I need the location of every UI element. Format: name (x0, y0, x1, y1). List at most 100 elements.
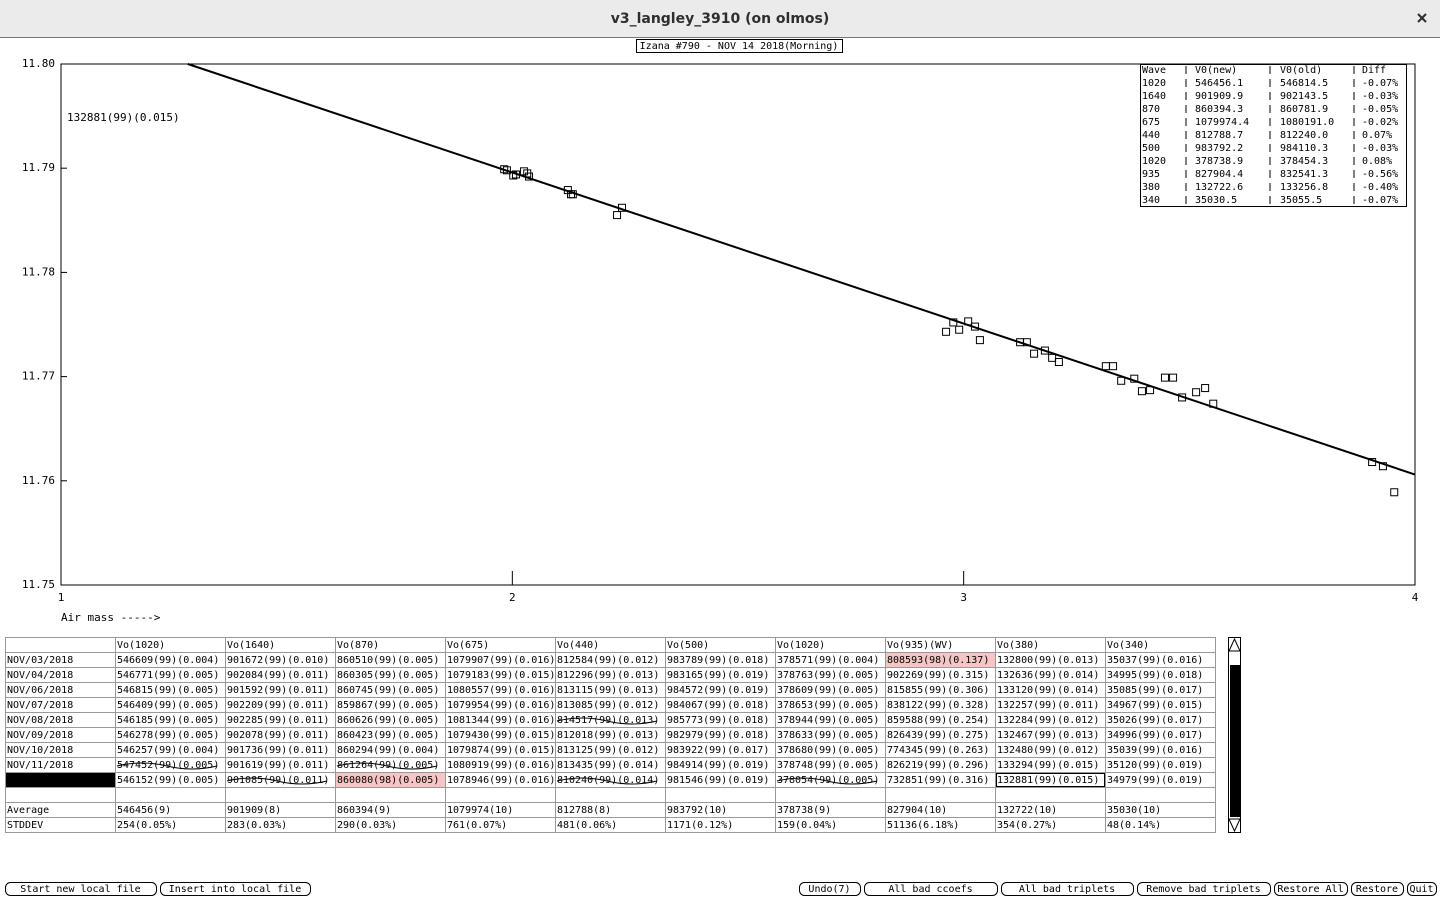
legend-cell: 1020 (1142, 78, 1166, 89)
button-label[interactable]: Quit (1409, 884, 1433, 895)
button[interactable] (1351, 882, 1404, 896)
table-cell-text: 860080(98)(0.005) (337, 775, 439, 786)
strike-mark (336, 762, 438, 770)
legend-cell: 812240.0 (1280, 130, 1328, 141)
legend-cell: 860781.9 (1280, 104, 1328, 115)
legend-cell: 902143.5 (1280, 91, 1328, 102)
y-tick-label: 11.78 (22, 265, 55, 278)
column-header: Vo(870) (337, 640, 379, 651)
table-cell-text: 810240(99)(0.014) (557, 775, 659, 786)
table-cell-text: 983165(99)(0.019) (667, 670, 769, 681)
button-label[interactable]: All bad triplets (1019, 884, 1115, 895)
stddev-cell: STDDEV (7, 820, 43, 831)
data-point (1146, 386, 1155, 395)
data-point (1390, 488, 1399, 497)
table-cell-text: 378571(99)(0.004) (777, 655, 879, 666)
strike-mark (556, 777, 658, 785)
button-label[interactable]: Undo(7) (808, 884, 850, 895)
table-cell (225, 787, 336, 803)
average-cell: 827904(10) (887, 805, 947, 816)
table-cell-text: 838122(99)(0.328) (887, 700, 989, 711)
strike-mark (116, 762, 218, 770)
button-label[interactable]: Start new local file (20, 884, 140, 895)
button-label[interactable]: Insert into local file (169, 884, 301, 895)
close-button[interactable] (1417, 13, 1427, 23)
legend-cell: 1640 (1142, 91, 1166, 102)
legend-cell: 380 (1142, 182, 1160, 193)
legend-cell: 378454.3 (1280, 156, 1328, 167)
row-label: NOV/04/2018 (7, 670, 73, 681)
table-cell-text: 812018(99)(0.013) (557, 730, 659, 741)
table-cell-text: 860423(99)(0.005) (337, 730, 439, 741)
legend-header: Wave (1142, 65, 1166, 76)
table-cell-text: 982979(99)(0.018) (667, 730, 769, 741)
legend-cell: 827904.4 (1195, 169, 1243, 180)
data-point (970, 322, 979, 331)
legend-cell: 812788.7 (1195, 130, 1243, 141)
table-cell-text: 132467(99)(0.013) (997, 730, 1099, 741)
legend-cell: 1020 (1142, 156, 1166, 167)
table-cell-text: 981546(99)(0.019) (667, 775, 769, 786)
table-cell-text: 813115(99)(0.013) (557, 685, 659, 696)
button[interactable] (799, 882, 861, 896)
button-label[interactable]: Remove bad triplets (1146, 884, 1260, 895)
table-cell-text: 132257(99)(0.011) (997, 700, 1099, 711)
data-point (964, 317, 973, 326)
table-cell-text: 814517(99)(0.013) (557, 715, 659, 726)
table-cell-text: 813085(99)(0.012) (557, 700, 659, 711)
table-cell-text: 378763(99)(0.005) (777, 670, 879, 681)
column-header: Vo(340) (1107, 640, 1149, 651)
row-label: NOV/06/2018 (7, 685, 73, 696)
button[interactable] (5, 882, 157, 896)
table-cell-text: 546185(99)(0.005) (117, 715, 219, 726)
table-cell-text: 1079954(99)(0.016) (447, 700, 555, 711)
legend-cell: 378738.9 (1195, 156, 1243, 167)
data-point (1109, 362, 1118, 371)
data-point (949, 318, 958, 327)
table-cell-text: 35037(99)(0.016) (1107, 655, 1203, 666)
data-point (955, 325, 964, 334)
button[interactable] (1274, 882, 1348, 896)
button[interactable] (864, 882, 998, 896)
data-point (1048, 353, 1057, 362)
row-label: NOV/11/2018 (7, 760, 73, 771)
table-cell-text: 34995(99)(0.018) (1107, 670, 1203, 681)
legend-cell: 500 (1142, 143, 1160, 154)
button[interactable] (1001, 882, 1134, 896)
table-cell-text: 902078(99)(0.011) (227, 730, 329, 741)
button-label[interactable]: Restore (1356, 884, 1398, 895)
table-cell-text: 732851(99)(0.316) (887, 775, 989, 786)
stddev-cell: 51136(6.18%) (887, 820, 959, 831)
data-point (975, 336, 984, 345)
table-cell-text: 34967(99)(0.015) (1107, 700, 1203, 711)
row-label: NOV/09/2018 (7, 730, 73, 741)
table-cell-text: 1079907(99)(0.016) (447, 655, 555, 666)
average-cell: 983792(10) (667, 805, 727, 816)
column-header: Vo(1020) (117, 640, 165, 651)
table-cell-text: 133120(99)(0.014) (997, 685, 1099, 696)
stddev-cell: 159(0.04%) (777, 820, 837, 831)
table-cell-text: 815855(99)(0.306) (887, 685, 989, 696)
data-point (525, 172, 534, 181)
button-label[interactable]: Restore All (1277, 884, 1343, 895)
scrollbar[interactable] (1228, 637, 1241, 833)
button-label[interactable]: All bad ccoefs (888, 884, 972, 895)
data-point (942, 327, 951, 336)
column-header: Vo(500) (667, 640, 709, 651)
table-cell-text: 378944(99)(0.005) (777, 715, 879, 726)
table-cell-text: 808593(98)(0.137) (887, 655, 989, 666)
column-header: Vo(440) (557, 640, 599, 651)
table-cell-text: 826439(99)(0.275) (887, 730, 989, 741)
button[interactable] (1407, 882, 1437, 896)
table-cell-text: 35085(99)(0.017) (1107, 685, 1203, 696)
row-label: NOV/07/2018 (7, 700, 73, 711)
button[interactable] (1137, 882, 1271, 896)
data-point (568, 190, 577, 199)
table-cell-text: 1079183(99)(0.015) (447, 670, 555, 681)
legend-cell: 546814.5 (1280, 78, 1328, 89)
table-cell-text: 860294(99)(0.004) (337, 745, 439, 756)
table-cell-text: 901619(99)(0.011) (227, 760, 329, 771)
table-cell-text: 813125(99)(0.012) (557, 745, 659, 756)
legend-cell: -0.40% (1362, 182, 1398, 193)
button[interactable] (160, 882, 311, 896)
